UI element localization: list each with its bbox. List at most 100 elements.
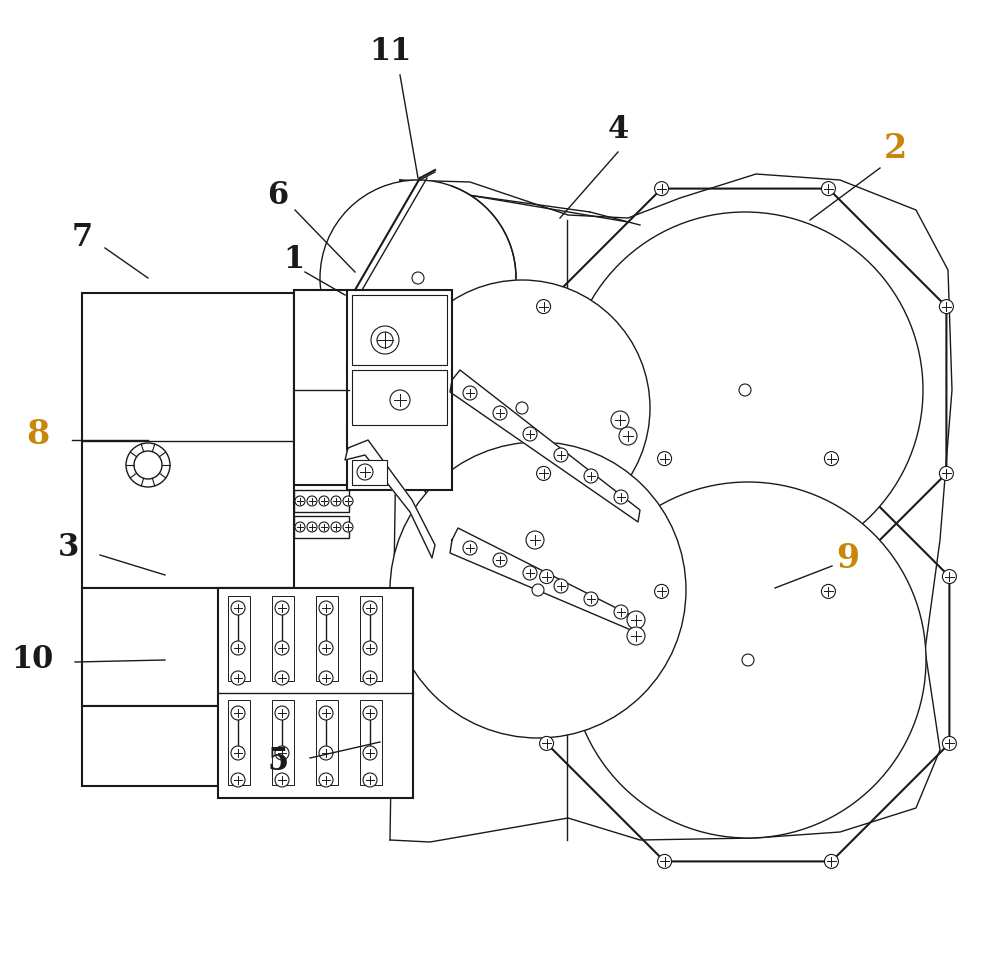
Circle shape <box>554 579 568 593</box>
Circle shape <box>658 451 672 466</box>
Circle shape <box>567 212 923 568</box>
Text: 7: 7 <box>71 222 93 252</box>
Bar <box>360 596 382 681</box>
Bar <box>82 293 294 588</box>
Circle shape <box>319 671 333 685</box>
Circle shape <box>939 300 953 314</box>
Bar <box>360 700 382 785</box>
Circle shape <box>319 706 333 720</box>
Circle shape <box>331 522 341 532</box>
Circle shape <box>463 541 477 555</box>
Circle shape <box>231 671 245 685</box>
Circle shape <box>319 773 333 787</box>
Text: 2: 2 <box>883 132 907 164</box>
Bar <box>272 700 294 785</box>
Circle shape <box>231 601 245 615</box>
Circle shape <box>363 641 377 655</box>
Bar <box>228 596 250 681</box>
Circle shape <box>537 300 551 314</box>
Circle shape <box>275 746 289 760</box>
Text: 4: 4 <box>607 114 629 146</box>
Circle shape <box>824 855 838 869</box>
Circle shape <box>390 442 686 738</box>
Circle shape <box>493 406 507 420</box>
Bar <box>352 295 447 365</box>
Circle shape <box>523 427 537 441</box>
Bar <box>294 516 349 538</box>
Circle shape <box>371 326 399 354</box>
Bar <box>82 706 294 786</box>
Circle shape <box>655 182 669 195</box>
Bar <box>347 290 452 490</box>
Circle shape <box>614 490 628 504</box>
Circle shape <box>363 601 377 615</box>
Circle shape <box>275 706 289 720</box>
Circle shape <box>331 496 341 506</box>
Polygon shape <box>345 440 435 558</box>
Circle shape <box>307 522 317 532</box>
Bar <box>218 588 413 798</box>
Text: 5: 5 <box>267 746 289 778</box>
Text: 11: 11 <box>369 36 411 67</box>
Circle shape <box>231 746 245 760</box>
Circle shape <box>742 654 754 666</box>
Circle shape <box>319 522 329 532</box>
Circle shape <box>554 448 568 462</box>
Circle shape <box>126 443 170 487</box>
Circle shape <box>537 466 551 481</box>
Bar <box>352 460 387 485</box>
Circle shape <box>319 496 329 506</box>
Circle shape <box>343 496 353 506</box>
Circle shape <box>584 592 598 606</box>
Circle shape <box>275 641 289 655</box>
Circle shape <box>493 553 507 567</box>
Circle shape <box>363 746 377 760</box>
Circle shape <box>343 522 353 532</box>
Circle shape <box>390 390 410 410</box>
Circle shape <box>942 737 956 750</box>
Bar <box>352 370 447 425</box>
Bar <box>228 700 250 785</box>
Circle shape <box>824 451 838 466</box>
Text: 6: 6 <box>267 180 289 210</box>
Circle shape <box>412 272 424 284</box>
Circle shape <box>627 627 645 645</box>
Circle shape <box>319 641 333 655</box>
Circle shape <box>295 522 305 532</box>
Circle shape <box>377 332 393 348</box>
Circle shape <box>570 482 926 838</box>
Circle shape <box>319 746 333 760</box>
Circle shape <box>627 611 645 629</box>
Circle shape <box>319 601 333 615</box>
Circle shape <box>821 584 835 598</box>
Text: 9: 9 <box>836 541 860 574</box>
Polygon shape <box>450 370 640 522</box>
Circle shape <box>134 451 162 479</box>
Bar <box>316 700 338 785</box>
Circle shape <box>275 671 289 685</box>
Bar <box>294 290 349 485</box>
Circle shape <box>320 180 516 376</box>
Circle shape <box>275 601 289 615</box>
Circle shape <box>363 773 377 787</box>
Bar <box>316 596 338 681</box>
Circle shape <box>611 411 629 429</box>
Circle shape <box>463 386 477 400</box>
Circle shape <box>540 737 554 750</box>
Circle shape <box>526 531 544 549</box>
Circle shape <box>275 773 289 787</box>
Circle shape <box>357 464 373 480</box>
Bar <box>82 588 294 706</box>
Circle shape <box>363 706 377 720</box>
Circle shape <box>231 773 245 787</box>
Circle shape <box>516 402 528 414</box>
Circle shape <box>231 706 245 720</box>
Text: 3: 3 <box>57 532 79 564</box>
Circle shape <box>532 584 544 596</box>
Text: 8: 8 <box>26 418 50 451</box>
Circle shape <box>394 280 650 536</box>
Circle shape <box>584 469 598 483</box>
Circle shape <box>231 641 245 655</box>
Bar <box>272 596 294 681</box>
Circle shape <box>939 466 953 481</box>
